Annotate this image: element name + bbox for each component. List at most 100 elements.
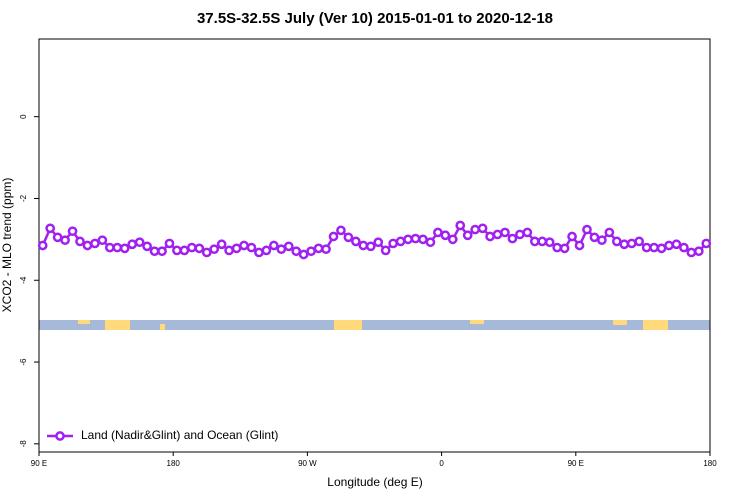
x-tick-label: 180 <box>703 459 717 468</box>
data-point <box>522 227 533 238</box>
data-point <box>343 232 354 243</box>
data-point <box>582 224 592 235</box>
data-point <box>186 242 197 253</box>
data-point <box>276 244 287 255</box>
data-point <box>60 235 70 246</box>
data-point <box>358 240 369 251</box>
data-point <box>649 242 659 253</box>
data-point <box>127 239 138 250</box>
data-point <box>507 233 518 244</box>
data-point <box>201 247 212 258</box>
data-point <box>619 239 630 250</box>
data-point <box>477 223 488 234</box>
x-axis-label: Longitude (deg E) <box>327 475 422 489</box>
data-point <box>447 234 458 245</box>
data-point <box>336 225 346 236</box>
data-point <box>37 240 48 251</box>
x-tick-label: 180 <box>167 459 181 468</box>
data-point <box>149 246 160 257</box>
y-axis-label: XCO2 - MLO trend (ppm) <box>0 178 14 313</box>
x-tick-label: 90 E <box>568 459 584 468</box>
data-point <box>686 247 697 258</box>
map-strip <box>39 320 710 330</box>
data-point <box>671 239 682 250</box>
data-point <box>395 236 406 247</box>
data-point <box>544 237 555 248</box>
data-point <box>67 226 78 237</box>
data-point <box>492 229 503 240</box>
data-point <box>626 238 637 249</box>
data-point <box>119 243 130 254</box>
data-point <box>104 242 115 253</box>
legend-label: Land (Nadir&Glint) and Ocean (Glint) <box>81 428 278 442</box>
data-point <box>172 245 182 256</box>
y-tick-label: -4 <box>19 276 28 284</box>
data-point <box>313 243 324 254</box>
data-point <box>291 246 302 257</box>
data-point <box>283 241 294 252</box>
data-point <box>693 246 704 257</box>
data-point <box>611 236 622 247</box>
data-point <box>254 247 264 258</box>
data-point <box>470 224 480 235</box>
data-point <box>90 238 100 249</box>
data-point <box>239 240 249 251</box>
data-point <box>604 227 615 238</box>
data-point <box>164 238 175 249</box>
data-point <box>216 239 227 250</box>
data-point <box>269 240 279 251</box>
data-point <box>157 246 167 257</box>
data-point <box>410 233 421 244</box>
data-point <box>373 237 384 248</box>
data-point <box>365 241 376 252</box>
data-point <box>351 236 361 247</box>
data-point <box>75 236 85 247</box>
data-point <box>634 236 645 247</box>
data-point <box>418 234 428 245</box>
data-point <box>500 227 510 238</box>
data-point <box>529 236 540 247</box>
data-point <box>589 232 600 243</box>
data-point <box>134 237 145 248</box>
data-point <box>306 246 316 257</box>
data-point <box>261 245 272 256</box>
data-point <box>224 245 234 256</box>
data-point <box>485 231 495 242</box>
x-tick-label: 90 E <box>31 459 47 468</box>
data-point <box>641 242 652 253</box>
data-point <box>52 232 63 243</box>
data-point <box>462 230 473 241</box>
data-point <box>328 231 339 242</box>
data-point <box>298 249 309 260</box>
data-point <box>440 230 451 241</box>
data-point <box>433 227 443 238</box>
data-point <box>112 242 123 253</box>
data-point <box>537 236 548 247</box>
data-point <box>515 229 525 240</box>
data-point <box>209 244 220 255</box>
data-point <box>82 240 93 251</box>
y-tick-label: 0 <box>19 114 28 119</box>
data-point <box>388 238 398 249</box>
data-point <box>321 244 331 255</box>
data-point <box>574 240 585 251</box>
y-tick-label: -2 <box>19 194 28 202</box>
data-point <box>194 243 205 254</box>
chart-title: 37.5S-32.5S July (Ver 10) 2015-01-01 to … <box>197 10 553 27</box>
data-point <box>380 245 391 256</box>
data-point <box>142 241 152 252</box>
data-point <box>656 243 667 254</box>
data-point <box>45 223 56 234</box>
data-point <box>425 237 436 248</box>
x-tick-label: 0 <box>439 459 444 468</box>
data-point <box>597 235 607 246</box>
y-tick-label: -6 <box>19 358 28 366</box>
data-point <box>679 242 689 253</box>
x-tick-label: 90 W <box>298 459 317 468</box>
data-point <box>664 240 674 251</box>
legend-marker <box>55 431 65 441</box>
data-point <box>701 238 712 249</box>
y-tick-label: -8 <box>19 440 28 448</box>
data-point <box>559 243 570 254</box>
